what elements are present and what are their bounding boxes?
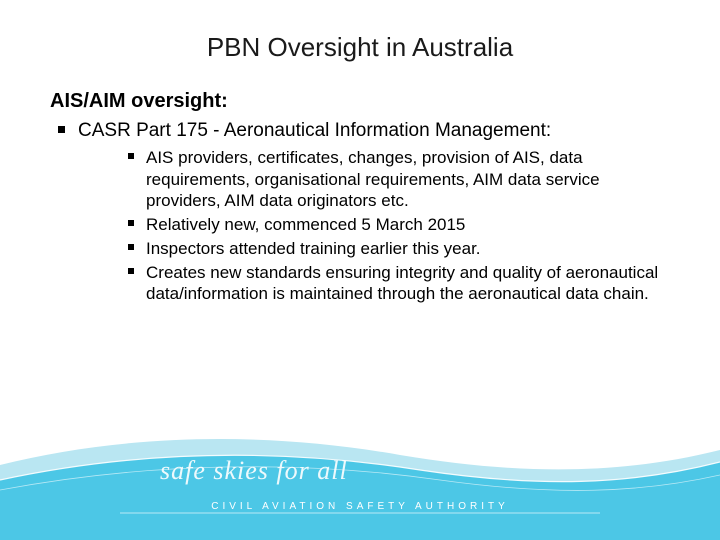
bullet-list-level2: AIS providers, certificates, changes, pr… — [118, 147, 670, 305]
sub-bullet-item: Inspectors attended training earlier thi… — [118, 238, 670, 260]
slide-title: PBN Oversight in Australia — [0, 32, 720, 63]
sub-bullet-item: AIS providers, certificates, changes, pr… — [118, 147, 670, 212]
bullet-list-level1: CASR Part 175 - Aeronautical Information… — [50, 119, 670, 305]
sub-bullet-item: Creates new standards ensuring integrity… — [118, 262, 670, 306]
section-heading: AIS/AIM oversight: — [50, 90, 670, 113]
footer: safe skies for all CIVIL AVIATION SAFETY… — [0, 420, 720, 540]
sub-bullet-item: Relatively new, commenced 5 March 2015 — [118, 214, 670, 236]
footer-tagline: safe skies for all — [160, 456, 348, 486]
bullet-text: CASR Part 175 - Aeronautical Information… — [78, 120, 551, 141]
content-area: AIS/AIM oversight: CASR Part 175 - Aeron… — [50, 90, 670, 309]
slide: PBN Oversight in Australia AIS/AIM overs… — [0, 0, 720, 540]
wave-graphic — [0, 420, 720, 540]
bullet-item: CASR Part 175 - Aeronautical Information… — [50, 119, 670, 305]
footer-authority: CIVIL AVIATION SAFETY AUTHORITY — [0, 501, 720, 512]
